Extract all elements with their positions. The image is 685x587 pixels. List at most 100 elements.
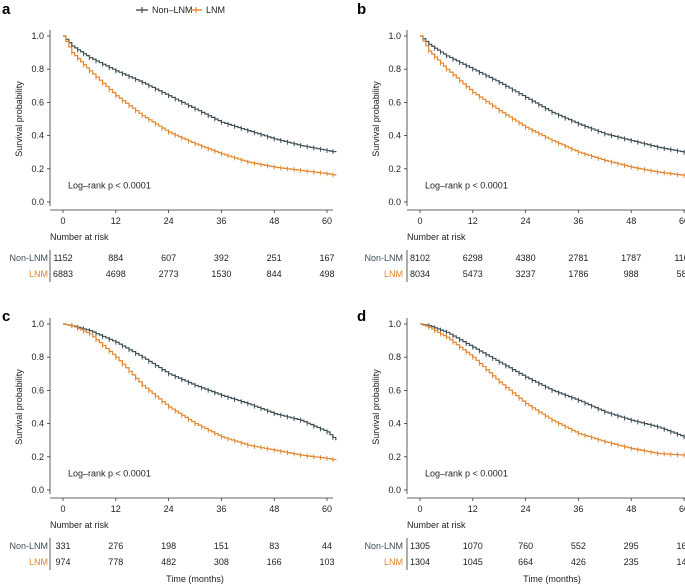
km-curve-lnm xyxy=(420,35,685,177)
risk-row-label-lnm: LNM xyxy=(29,557,48,567)
panel-letter-d: d xyxy=(357,308,366,325)
risk-value: 103 xyxy=(319,557,334,567)
risk-value: 4698 xyxy=(106,269,126,279)
x-tick-label: 36 xyxy=(573,216,583,226)
risk-value: 251 xyxy=(267,253,282,263)
risk-value: 235 xyxy=(624,557,639,567)
panel-a: a 0.0 0.2 0.4 0.6 0.8 1.0 0 12 24 36 48 60 Survival p… xyxy=(2,1,337,282)
km-curve-lnm xyxy=(420,323,685,456)
censor-marks-non-lnm xyxy=(428,323,685,440)
panel-c: c 0.0 0.2 0.4 0.6 0.8 1.0 0 12 24 36 48 60 Survival p… xyxy=(2,308,337,584)
risk-value: 331 xyxy=(55,541,70,551)
risk-row-label-lnm: LNM xyxy=(384,557,403,567)
y-tick-label: 0.2 xyxy=(31,452,44,462)
risk-value: 8034 xyxy=(410,269,430,279)
risk-value: 2781 xyxy=(568,253,588,263)
x-tick-label: 60 xyxy=(322,216,332,226)
risk-value: 1787 xyxy=(621,253,641,263)
risk-value: 1045 xyxy=(463,557,483,567)
risk-value: 1786 xyxy=(568,269,588,279)
x-tick-label: 0 xyxy=(60,216,65,226)
y-tick-label: 1.0 xyxy=(31,31,44,41)
censor-marks-lnm xyxy=(428,324,685,458)
y-tick-label: 1.0 xyxy=(388,31,401,41)
risk-value: 6298 xyxy=(463,253,483,263)
legend: Non–LNM LNM xyxy=(136,5,225,15)
risk-value: 884 xyxy=(108,253,123,263)
y-tick-label: 0.2 xyxy=(388,452,401,462)
risk-value: 3237 xyxy=(516,269,536,279)
y-tick-label: 0.2 xyxy=(31,164,44,174)
risk-row-label-non-lnm: Non-LNM xyxy=(364,541,403,551)
x-tick-label: 12 xyxy=(111,504,121,514)
censor-marks-non-lnm xyxy=(428,41,685,155)
x-tick-label: 0 xyxy=(417,216,422,226)
x-tick-label: 0 xyxy=(417,504,422,514)
x-tick-label: 12 xyxy=(468,504,478,514)
x-axis-title: Time (months) xyxy=(523,574,581,584)
km-curve-non-lnm xyxy=(63,323,337,441)
x-tick-label: 12 xyxy=(111,216,121,226)
y-tick-label: 0.0 xyxy=(388,485,401,495)
y-axis-title: Survival probability xyxy=(14,81,24,157)
x-tick-label: 24 xyxy=(164,216,174,226)
panel-letter-a: a xyxy=(2,1,11,18)
risk-row-label-lnm: LNM xyxy=(384,269,403,279)
risk-value: 83 xyxy=(269,541,279,551)
risk-value: 198 xyxy=(161,541,176,551)
x-tick-label: 48 xyxy=(626,504,636,514)
y-tick-label: 0.6 xyxy=(388,385,401,395)
censor-marks-lnm xyxy=(428,48,685,178)
risk-row-label-non-lnm: Non-LNM xyxy=(9,541,48,551)
risk-table-title: Number at risk xyxy=(407,232,466,242)
censor-marks-lnm xyxy=(71,323,334,463)
y-tick-label: 0.6 xyxy=(388,97,401,107)
x-tick-label: 60 xyxy=(679,216,685,226)
y-tick-label: 0.8 xyxy=(388,64,401,74)
y-tick-label: 0.6 xyxy=(31,385,44,395)
risk-value: 295 xyxy=(624,541,639,551)
risk-value: 1530 xyxy=(211,269,231,279)
km-curve-lnm xyxy=(63,35,337,176)
km-curve-non-lnm xyxy=(420,323,685,438)
y-tick-label: 1.0 xyxy=(388,319,401,329)
risk-value: 2773 xyxy=(159,269,179,279)
km-curve-non-lnm xyxy=(420,35,685,153)
x-tick-label: 48 xyxy=(269,216,279,226)
risk-value: 6883 xyxy=(53,269,73,279)
risk-value: 167 xyxy=(319,253,334,263)
risk-value: 974 xyxy=(55,557,70,567)
censor-marks-lnm xyxy=(71,50,334,178)
pvalue-text: Log–rank p < 0.0001 xyxy=(425,468,508,478)
x-tick-label: 36 xyxy=(573,504,583,514)
y-tick-label: 0.0 xyxy=(31,485,44,495)
x-tick-label: 24 xyxy=(164,504,174,514)
panel-letter-c: c xyxy=(2,308,10,325)
risk-value: 1168 xyxy=(674,253,685,263)
panel-d: d 0.0 0.2 0.4 0.6 0.8 1.0 0 12 24 36 48 60 Survival p… xyxy=(357,308,685,584)
risk-value: 844 xyxy=(267,269,282,279)
y-tick-label: 0.4 xyxy=(31,131,44,141)
x-axis-title: Time (months) xyxy=(166,574,224,584)
risk-value: 1305 xyxy=(410,541,430,551)
y-tick-label: 0.6 xyxy=(31,97,44,107)
censor-marks-non-lnm xyxy=(71,323,334,440)
y-tick-label: 0.8 xyxy=(388,352,401,362)
x-tick-label: 48 xyxy=(626,216,636,226)
y-tick-label: 0.0 xyxy=(388,197,401,207)
risk-value: 498 xyxy=(319,269,334,279)
risk-value: 149 xyxy=(676,557,685,567)
x-tick-label: 60 xyxy=(322,504,332,514)
risk-value: 582 xyxy=(676,269,685,279)
risk-value: 1070 xyxy=(463,541,483,551)
y-tick-label: 0.8 xyxy=(31,352,44,362)
risk-value: 44 xyxy=(322,541,332,551)
km-curve-lnm xyxy=(63,323,337,461)
risk-value: 160 xyxy=(676,541,685,551)
risk-value: 482 xyxy=(161,557,176,567)
risk-value: 664 xyxy=(518,557,533,567)
panel-letter-b: b xyxy=(357,1,366,18)
risk-row-label-lnm: LNM xyxy=(29,269,48,279)
risk-value: 8102 xyxy=(410,253,430,263)
risk-value: 426 xyxy=(571,557,586,567)
